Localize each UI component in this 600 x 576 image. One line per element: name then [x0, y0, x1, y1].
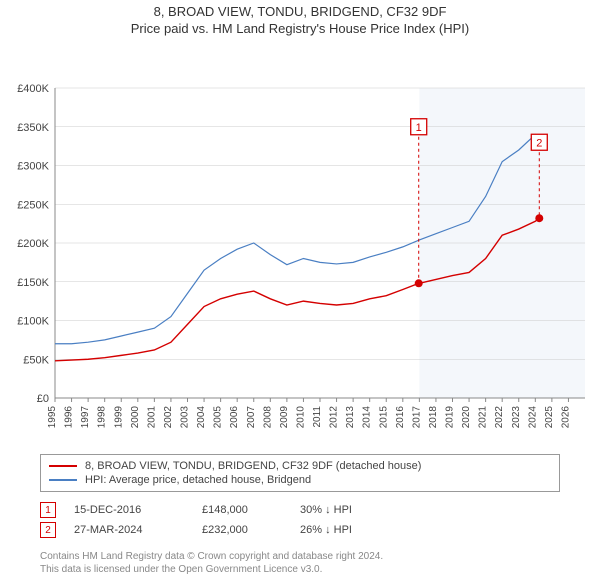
svg-text:1999: 1999 [113, 406, 124, 429]
svg-text:2011: 2011 [312, 406, 323, 428]
svg-text:1995: 1995 [47, 406, 58, 429]
svg-text:£50K: £50K [23, 354, 49, 366]
svg-text:2012: 2012 [329, 406, 340, 429]
svg-text:2023: 2023 [511, 406, 522, 429]
svg-text:2014: 2014 [362, 406, 373, 429]
svg-text:2005: 2005 [213, 406, 224, 429]
svg-text:2022: 2022 [494, 406, 505, 429]
sale-row: 2 27-MAR-2024 £232,000 26% ↓ HPI [40, 520, 560, 540]
svg-text:2: 2 [536, 137, 542, 149]
sale-row: 1 15-DEC-2016 £148,000 30% ↓ HPI [40, 500, 560, 520]
sale-date: 27-MAR-2024 [74, 524, 184, 536]
svg-text:2007: 2007 [246, 406, 257, 429]
svg-text:1997: 1997 [80, 406, 91, 429]
svg-text:2003: 2003 [180, 406, 191, 429]
svg-text:2018: 2018 [428, 406, 439, 429]
svg-text:2009: 2009 [279, 406, 290, 429]
svg-text:1998: 1998 [97, 406, 108, 429]
svg-text:2010: 2010 [295, 406, 306, 429]
legend-label: 8, BROAD VIEW, TONDU, BRIDGEND, CF32 9DF… [85, 460, 421, 472]
legend-item: 8, BROAD VIEW, TONDU, BRIDGEND, CF32 9DF… [49, 459, 551, 473]
svg-text:2024: 2024 [527, 406, 538, 429]
svg-text:2017: 2017 [411, 406, 422, 429]
legend-swatch [49, 465, 77, 467]
sale-price: £148,000 [202, 504, 282, 516]
legend-swatch [49, 479, 77, 481]
title-subtitle: Price paid vs. HM Land Registry's House … [0, 21, 600, 36]
svg-text:£250K: £250K [17, 199, 49, 211]
svg-text:2020: 2020 [461, 406, 472, 429]
svg-text:1996: 1996 [64, 406, 75, 429]
svg-text:2001: 2001 [146, 406, 157, 429]
sale-date: 15-DEC-2016 [74, 504, 184, 516]
sale-marker: 2 [40, 522, 56, 538]
sale-price: £232,000 [202, 524, 282, 536]
svg-text:2000: 2000 [130, 406, 141, 429]
svg-text:£150K: £150K [17, 277, 49, 289]
svg-text:£0: £0 [37, 393, 49, 405]
svg-text:2006: 2006 [229, 406, 240, 429]
svg-text:2015: 2015 [378, 406, 389, 429]
footer-line: Contains HM Land Registry data © Crown c… [40, 550, 560, 563]
legend-item: HPI: Average price, detached house, Brid… [49, 473, 551, 487]
svg-text:2008: 2008 [262, 406, 273, 429]
svg-text:1: 1 [416, 122, 422, 134]
svg-text:2026: 2026 [560, 406, 571, 429]
svg-text:£350K: £350K [17, 122, 49, 134]
legend: 8, BROAD VIEW, TONDU, BRIDGEND, CF32 9DF… [40, 454, 560, 492]
sale-diff: 26% ↓ HPI [300, 524, 390, 536]
svg-text:£300K: £300K [17, 161, 49, 173]
chart-titles: 8, BROAD VIEW, TONDU, BRIDGEND, CF32 9DF… [0, 0, 600, 38]
sale-diff: 30% ↓ HPI [300, 504, 390, 516]
svg-text:£200K: £200K [17, 238, 49, 250]
legend-label: HPI: Average price, detached house, Brid… [85, 474, 311, 486]
svg-text:2004: 2004 [196, 406, 207, 429]
sale-marker: 1 [40, 502, 56, 518]
sales-table: 1 15-DEC-2016 £148,000 30% ↓ HPI 2 27-MA… [40, 500, 560, 540]
svg-text:2002: 2002 [163, 406, 174, 429]
svg-text:£400K: £400K [17, 83, 49, 95]
price-chart: £0 £50K £100K £150K £200K £250K £300K £350K £400… [0, 38, 600, 448]
footer-attribution: Contains HM Land Registry data © Crown c… [40, 550, 560, 576]
footer-line: This data is licensed under the Open Gov… [40, 563, 560, 576]
svg-text:2025: 2025 [544, 406, 555, 429]
svg-text:2013: 2013 [345, 406, 356, 429]
svg-text:2019: 2019 [445, 406, 456, 429]
svg-text:2021: 2021 [478, 406, 489, 429]
svg-text:£100K: £100K [17, 316, 49, 328]
title-address: 8, BROAD VIEW, TONDU, BRIDGEND, CF32 9DF [0, 4, 600, 19]
svg-text:2016: 2016 [395, 406, 406, 429]
chart-container: £0 £50K £100K £150K £200K £250K £300K £350K £400… [0, 38, 600, 448]
